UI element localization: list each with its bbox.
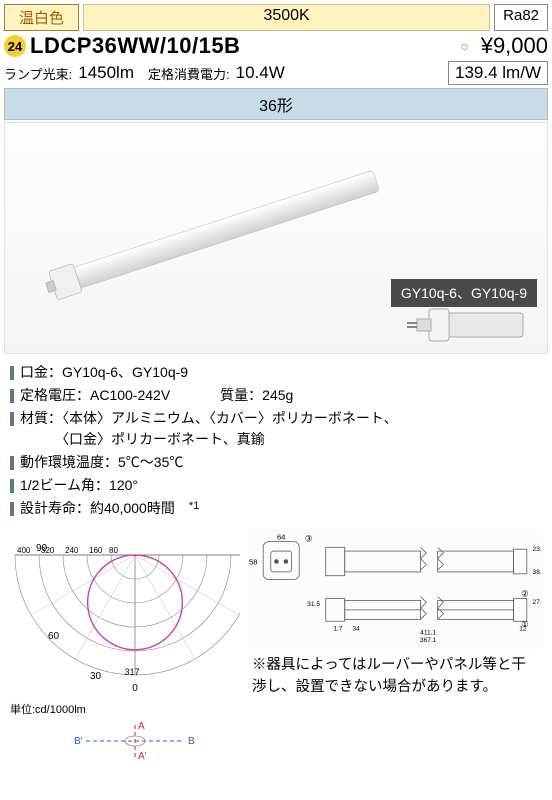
lumen-label: ランプ光束: — [4, 64, 72, 83]
dim-l2: 367.1 — [420, 637, 437, 644]
spec-row: 材質：〈本体〉アルミニウム、〈カバー〉ポリカーボネート、 〈口金〉ポリカーボネー… — [10, 408, 542, 450]
polar-chart: 80160240320400 90 60 30 0 317 — [10, 529, 240, 699]
spec-bullet-icon — [10, 366, 14, 380]
callout-1: ① — [521, 619, 529, 629]
svg-text:80: 80 — [109, 546, 118, 555]
dim-w1: 64 — [277, 533, 285, 542]
spec-bullet-icon — [10, 412, 14, 426]
lamp-illustration — [35, 153, 415, 313]
power-label: 定格消費電力: — [148, 64, 230, 83]
header-row-3: ランプ光束: 1450lm 定格消費電力: 10.4W 139.4 lm/W — [4, 61, 548, 85]
ra-box: Ra82 — [494, 4, 548, 31]
spec-bullet-icon — [10, 389, 14, 403]
spec-value-line2: 〈口金〉ポリカーボネート、真鍮 — [62, 431, 265, 447]
angle-0: 0 — [132, 683, 138, 694]
spec-value: GY10q-6、GY10q-9 — [62, 364, 188, 380]
spec-suffix: *1 — [189, 500, 199, 512]
dim-h4: 31.5 — [307, 601, 320, 608]
callout-2: ② — [521, 589, 529, 599]
mark-b: B — [188, 736, 195, 747]
install-note: ※器具によってはルーバーやパネル等と干渉し、設置できない場合があります。 — [248, 649, 542, 699]
model-number: LDCP36WW/10/15B — [30, 33, 456, 59]
shape-label: 36形 — [4, 88, 548, 120]
product-image-area: GY10q-6、GY10q-9 — [4, 122, 548, 354]
svg-text:160: 160 — [89, 546, 103, 555]
dim-gap: 1.7 — [333, 626, 343, 633]
polar-unit: 単位:cd/1000lm — [10, 701, 240, 717]
spec-extra-value: 245g — [262, 387, 293, 403]
spec-bullet-icon — [10, 479, 14, 493]
header-row-2: 24 LDCP36WW/10/15B ○ ¥9,000 — [4, 33, 548, 59]
color-temp-k: 3500K — [83, 4, 490, 31]
dimension-drawing: 58 64 ③ 23.4 38.7 — [248, 529, 542, 649]
lumen-value: 1450lm — [78, 63, 134, 83]
dim-h3: 38.7 — [533, 569, 542, 576]
spec-row: 1/2ビーム角：120° — [10, 475, 542, 496]
dim-w2: 34 — [352, 626, 360, 633]
dim-h5: 27.4 — [533, 599, 542, 606]
spec-value: 約40,000時間 — [90, 500, 175, 516]
spec-label: 口金 — [20, 364, 48, 380]
spec-row: 口金：GY10q-6、GY10q-9 — [10, 362, 542, 383]
svg-text:400: 400 — [17, 546, 31, 555]
availability-mark: ○ — [460, 38, 468, 54]
spec-label: 定格電圧 — [20, 387, 76, 403]
base-closeup — [403, 305, 533, 347]
spec-list: 口金：GY10q-6、GY10q-9 定格電圧：AC100-242V質量：245… — [4, 362, 548, 529]
svg-text:240: 240 — [65, 546, 79, 555]
power-value: 10.4W — [236, 63, 285, 83]
color-temp-pill: 温白色 — [4, 4, 79, 31]
spec-extra-label: 質量 — [220, 387, 248, 403]
item-number-badge: 24 — [4, 35, 26, 57]
spec-bullet-icon — [10, 502, 14, 516]
base-type-label: GY10q-6、GY10q-9 — [391, 279, 537, 307]
spec-value: 〈本体〉アルミニウム、〈カバー〉ポリカーボネート、 — [62, 410, 398, 426]
spec-label: 材質 — [20, 410, 48, 426]
spec-row: 設計寿命：約40,000時間 *1 — [10, 498, 542, 519]
dim-h1: 58 — [249, 557, 257, 566]
mark-ap: A' — [138, 751, 147, 761]
spec-bullet-icon — [10, 456, 14, 470]
cross-section-marks: A A' B B' — [10, 721, 240, 761]
spec-label: 1/2ビーム角 — [20, 477, 95, 493]
callout-3: ③ — [305, 534, 313, 544]
spec-label: 設計寿命 — [20, 500, 76, 516]
spec-label: 動作環境温度 — [20, 454, 104, 470]
dim-l1: 411.1 — [420, 630, 436, 637]
header-row-1: 温白色 3500K Ra82 — [4, 4, 548, 31]
spec-row: 動作環境温度：5℃～35℃ — [10, 452, 542, 473]
spec-value: 5℃～35℃ — [118, 454, 183, 470]
spec-value: 120° — [109, 477, 138, 493]
axis-val: 317 — [124, 667, 139, 677]
angle-60: 60 — [48, 631, 60, 642]
diagram-area: 58 64 ③ 23.4 38.7 — [4, 529, 548, 761]
dim-h2: 23.4 — [533, 546, 542, 553]
angle-30: 30 — [90, 671, 102, 682]
spec-value: AC100-242V — [90, 387, 170, 403]
price: ¥9,000 — [481, 33, 548, 59]
efficiency-box: 139.4 lm/W — [448, 61, 548, 85]
mark-bp: B' — [74, 736, 83, 747]
angle-90: 90 — [36, 543, 48, 554]
mark-a: A — [138, 721, 145, 732]
spec-row: 定格電圧：AC100-242V質量：245g — [10, 385, 542, 406]
